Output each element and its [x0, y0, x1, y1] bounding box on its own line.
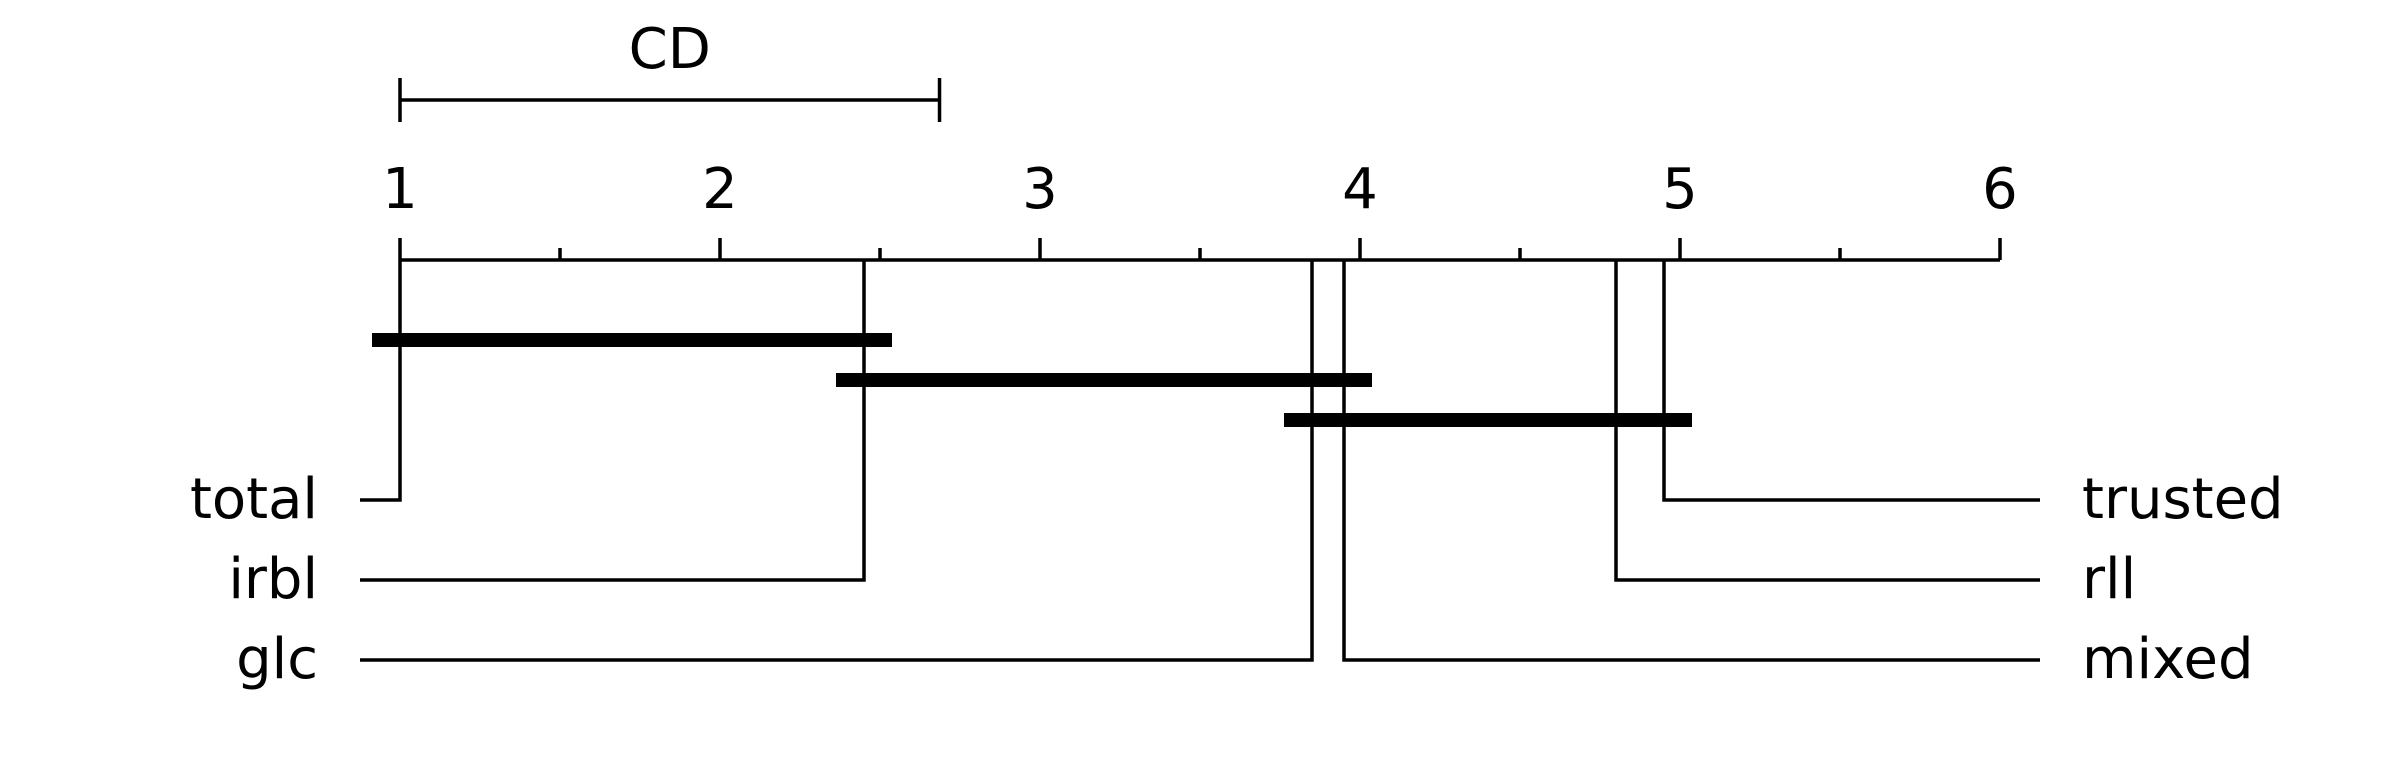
method-label-mixed: mixed	[2082, 627, 2254, 692]
connector-rll	[1614, 260, 2040, 582]
connector-trusted	[1662, 260, 2040, 502]
method-connectors: total irbl glc trusted rll mixed	[190, 260, 2284, 692]
connector-glc	[360, 260, 1314, 662]
tick-label: 3	[1022, 157, 1058, 222]
method-label-trusted: trusted	[2082, 467, 2284, 532]
method-label-total: total	[190, 467, 318, 532]
tick-label: 5	[1662, 157, 1698, 222]
tick-label: 4	[1342, 157, 1378, 222]
method-label-rll: rll	[2082, 547, 2136, 612]
connector-total	[360, 260, 402, 502]
tick-label: 1	[382, 157, 418, 222]
method-label-glc: glc	[236, 627, 318, 692]
clique-bars	[372, 333, 1692, 427]
connector-mixed	[1342, 260, 2040, 662]
cd-bracket: CD	[398, 17, 942, 122]
method-label-irbl: irbl	[228, 547, 318, 612]
tick-label: 2	[702, 157, 738, 222]
connector-irbl	[360, 260, 866, 582]
cd-label: CD	[629, 17, 711, 82]
rank-axis: 1 2 3 4 5 6	[382, 157, 2018, 262]
tick-label: 6	[1982, 157, 2018, 222]
